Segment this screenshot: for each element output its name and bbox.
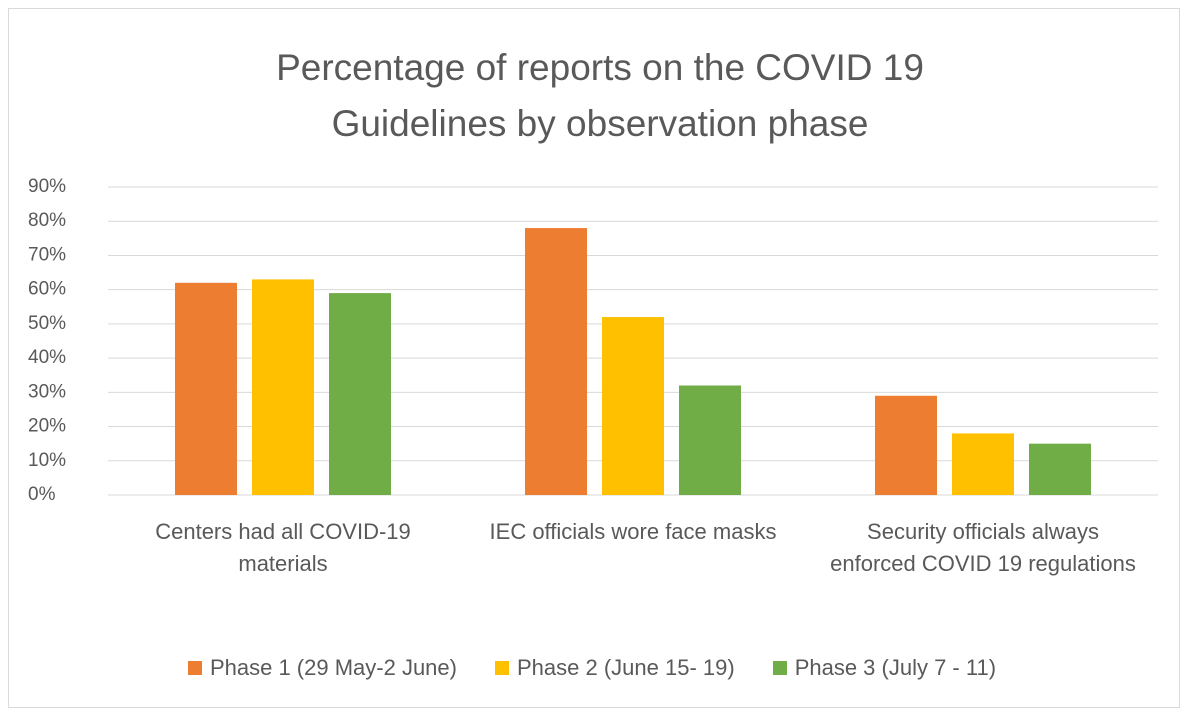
x-tick-label: Centers had all COVID-19 materials xyxy=(155,519,411,576)
bar xyxy=(525,228,587,496)
y-tick-label: 40% xyxy=(28,347,66,368)
legend-item: Phase 1 (29 May-2 June) xyxy=(187,655,457,681)
y-tick-label: 0% xyxy=(28,484,56,505)
bar xyxy=(1029,443,1091,495)
legend-swatch xyxy=(772,661,787,675)
y-tick-label: 90% xyxy=(28,176,66,197)
legend: Phase 1 (29 May-2 June) Phase 2 (June 15-… xyxy=(0,655,1184,681)
legend-item: Phase 3 (July 7 - 11) xyxy=(772,655,997,681)
chart-frame xyxy=(8,8,1180,708)
bar xyxy=(602,317,664,495)
y-tick-label: 50% xyxy=(28,313,66,334)
y-tick-label: 80% xyxy=(28,210,66,231)
legend-label: Phase 2 (June 15- 19) xyxy=(516,655,735,680)
legend-item: Phase 2 (June 15- 19) xyxy=(494,655,735,681)
y-tick-label: 20% xyxy=(28,416,66,437)
y-tick-label: 10% xyxy=(28,450,66,471)
y-tick-label: 70% xyxy=(28,244,66,265)
legend-swatch xyxy=(187,661,202,675)
bar xyxy=(875,395,937,495)
legend-label: Phase 1 (29 May-2 June) xyxy=(209,655,457,680)
y-tick-label: 60% xyxy=(28,279,66,300)
bar xyxy=(252,279,314,495)
chart-title: Percentage of reports on the COVID 19 Gu… xyxy=(276,47,924,144)
bar xyxy=(952,433,1014,495)
legend-swatch xyxy=(494,661,509,675)
bar xyxy=(679,385,741,495)
x-tick-label: Security officials always enforced COVID… xyxy=(830,519,1136,576)
bar xyxy=(175,282,237,495)
x-tick-label: IEC officials wore face masks xyxy=(489,519,777,544)
bar xyxy=(329,293,391,495)
y-tick-label: 30% xyxy=(28,381,66,402)
legend-label: Phase 3 (July 7 - 11) xyxy=(794,655,997,680)
